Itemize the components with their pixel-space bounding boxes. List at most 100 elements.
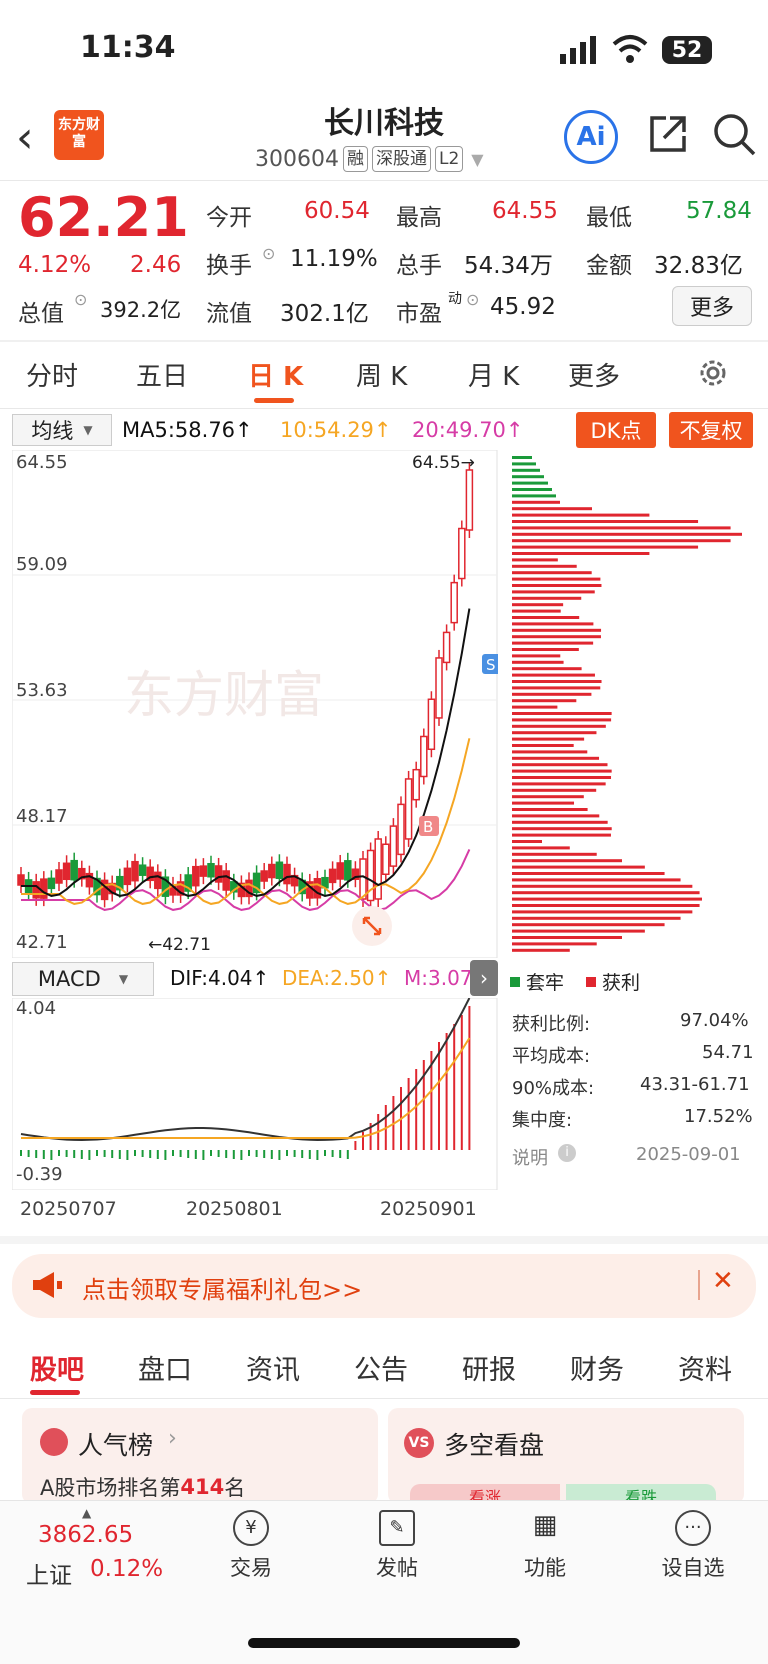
divider [0, 408, 768, 409]
tab-pankou[interactable]: 盘口 [138, 1355, 192, 1386]
chip-bar [512, 680, 602, 683]
tab-daily-k[interactable]: 日 K [248, 362, 304, 392]
macd-bar [278, 1150, 281, 1160]
tab-news[interactable]: 资讯 [246, 1355, 300, 1386]
tab-monthly-k[interactable]: 月 K [468, 362, 520, 392]
more-button[interactable]: 更多 [672, 286, 752, 326]
candle-body [260, 870, 268, 882]
amount-value: 32.83亿 [654, 253, 743, 279]
info-icon[interactable]: ⊙ [466, 290, 480, 309]
macd-bar [331, 1150, 334, 1157]
rank-number: 414 [180, 1475, 225, 1499]
nav-add-watchlist[interactable]: ··· 设自选 [648, 1510, 738, 1582]
macd-bar [240, 1150, 243, 1160]
nav-trade[interactable]: ¥ 交易 [206, 1510, 296, 1582]
macd-bar [286, 1150, 288, 1156]
vs-icon: VS [404, 1428, 434, 1458]
macd-bar [430, 1051, 433, 1150]
macd-chart[interactable] [12, 998, 498, 1190]
chip-bar [512, 929, 645, 933]
promo-banner-text[interactable]: 点击领取专属福利礼包>> [82, 1276, 363, 1304]
chip-label-avg-cost: 平均成本: [512, 1046, 591, 1067]
candle-body [366, 849, 375, 902]
chip-bar [512, 801, 575, 805]
tag-level2: L2 [434, 146, 464, 172]
popularity-rank: A股市场排名第 414 名 [40, 1472, 245, 1502]
macd-bar [194, 1150, 197, 1159]
tab-finance[interactable]: 财务 [570, 1355, 624, 1386]
ai-button[interactable]: Ai [564, 110, 618, 164]
chip-bar [512, 808, 588, 811]
candle-body [17, 874, 25, 886]
chip-bar [512, 628, 602, 632]
tag-margin: 融 [342, 146, 368, 172]
chip-bar [512, 468, 540, 472]
ma-select[interactable]: 均线 ▼ [12, 414, 112, 446]
macd-select[interactable]: MACD ▼ [12, 962, 154, 996]
chip-bar [512, 475, 544, 479]
settings-icon[interactable] [696, 356, 730, 390]
tab-research[interactable]: 研报 [462, 1355, 516, 1386]
search-icon[interactable] [712, 112, 758, 158]
home-indicator [248, 1638, 520, 1648]
chip-bar [512, 705, 558, 709]
index-value[interactable]: 3862.65 [38, 1522, 134, 1548]
nav-functions[interactable]: ▦ 功能 [500, 1510, 590, 1582]
tab-intraday[interactable]: 分时 [26, 362, 79, 392]
stock-code-row[interactable]: 300604 融 深股通 L2 ▼ [255, 146, 484, 172]
nav-post[interactable]: ✎ 发帖 [352, 1510, 442, 1582]
macd-bar [149, 1150, 152, 1158]
volume-value: 54.34万 [464, 253, 553, 279]
index-percent[interactable]: 0.12% [90, 1556, 164, 1582]
macd-bar [126, 1150, 129, 1160]
chip-bar [512, 520, 699, 523]
chip-bar [512, 596, 582, 600]
macd-bar [172, 1150, 174, 1156]
volume-label: 总手 [396, 253, 442, 279]
popularity-card[interactable] [22, 1408, 378, 1504]
index-name[interactable]: 上证 [26, 1563, 72, 1589]
candle-body [230, 881, 238, 893]
y-label-2: 59.09 [16, 554, 68, 575]
promo-banner[interactable] [12, 1254, 756, 1318]
info-icon[interactable]: ⊙ [262, 244, 276, 263]
macd-bar [96, 1150, 98, 1156]
legend-trap: 套牢 [526, 972, 565, 994]
sell-marker-label: S [486, 656, 496, 674]
chip-bar [512, 712, 612, 715]
share-icon[interactable] [646, 112, 690, 156]
chip-distribution [512, 456, 742, 952]
info-icon[interactable]: ⊙ [74, 290, 88, 309]
chip-bar [512, 654, 561, 658]
chip-note-label[interactable]: 说明 [512, 1148, 548, 1169]
candle-body [146, 866, 154, 882]
candle-body [351, 868, 360, 880]
candle-body [245, 879, 253, 898]
tab-five-day[interactable]: 五日 [136, 362, 189, 392]
trade-icon: ¥ [233, 1510, 269, 1546]
tab-weekly-k[interactable]: 周 K [356, 362, 408, 392]
ma20-line [21, 848, 471, 911]
tab-profile[interactable]: 资料 [678, 1355, 732, 1386]
tab-more[interactable]: 更多 [568, 362, 621, 392]
macd-bar [111, 1150, 114, 1158]
info-icon[interactable]: i [558, 1144, 576, 1162]
dk-point-button[interactable]: DK点 [576, 412, 656, 448]
candle-body [252, 872, 261, 894]
macd-top-label: 4.04 [16, 998, 57, 1019]
back-button[interactable]: ‹ [16, 112, 34, 163]
legend-swatch-profit [586, 976, 597, 987]
chip-bar [512, 500, 560, 504]
chip-bar [512, 603, 564, 607]
tab-guba[interactable]: 股吧 [30, 1355, 84, 1386]
kline-chart[interactable]: 东方财富 64.55→ ←42.71 B S [12, 450, 498, 958]
chevron-right-icon[interactable]: › [470, 960, 498, 996]
chip-bar [512, 673, 595, 677]
change-percent: 4.12% [18, 252, 92, 278]
close-icon[interactable]: ✕ [712, 1266, 734, 1296]
amount-label: 金额 [586, 253, 632, 279]
chip-label-90-cost: 90%成本: [512, 1078, 595, 1099]
tab-announcement[interactable]: 公告 [354, 1355, 408, 1386]
no-adjust-button[interactable]: 不复权 [669, 412, 753, 448]
open-value: 60.54 [304, 198, 370, 224]
